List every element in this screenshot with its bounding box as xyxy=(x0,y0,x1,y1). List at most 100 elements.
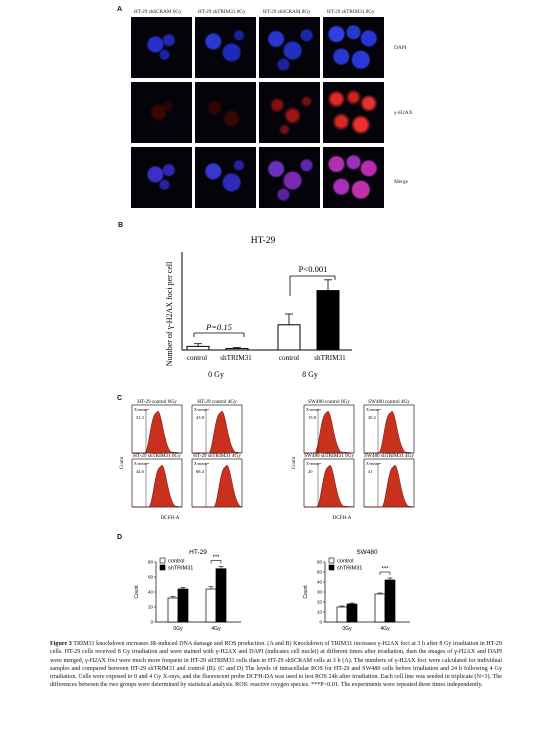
micrograph-merge xyxy=(323,147,384,208)
bar xyxy=(336,606,348,623)
gate-label: X-mean= xyxy=(366,461,382,466)
histogram-title: SW480 control 0Gy xyxy=(308,399,350,405)
micrograph-gh2ax xyxy=(195,82,256,143)
y-tick-label: 10 xyxy=(317,610,323,615)
gate-value: 41 xyxy=(368,469,373,474)
column-header: HT-29 shTRIM31 0Gy xyxy=(198,9,246,15)
legend-swatch xyxy=(328,557,335,564)
histogram-fill xyxy=(192,464,243,508)
bar xyxy=(384,579,396,623)
bar xyxy=(316,290,340,351)
gate-value: 30.2 xyxy=(368,415,376,420)
foci-bar-chart: HT-29 Number of γ-H2AX foci per cell P=0… xyxy=(165,236,352,379)
column-header: HT-29 shSCRAM 0Gy xyxy=(134,9,182,15)
chart-title: SW480 xyxy=(356,549,378,556)
legend-swatch xyxy=(328,564,335,571)
histogram-title: HT-29 control 4Gy xyxy=(197,399,237,405)
gate-value: 43.8 xyxy=(196,415,205,420)
bar xyxy=(374,593,386,623)
bar xyxy=(346,603,358,623)
panel-d-label: D xyxy=(117,534,123,541)
gate-label: X-mean= xyxy=(134,407,150,412)
histogram-fill xyxy=(304,464,355,508)
y-tick-label: 40 xyxy=(317,580,323,585)
histogram-fill xyxy=(132,464,183,508)
column-header: HT-29 shSCRAM 8Gy xyxy=(263,9,311,15)
micrograph-merge xyxy=(259,147,320,208)
legend-label: shTRIM31 xyxy=(168,566,193,572)
micrograph-merge xyxy=(195,147,256,208)
chart-ylabel: Count xyxy=(303,585,309,599)
legend-label: control xyxy=(337,559,354,565)
chart-title: HT-29 xyxy=(251,236,276,246)
y-tick-label: 20 xyxy=(317,600,323,605)
y-tick-label: 0 xyxy=(319,620,322,625)
legend-label: shTRIM31 xyxy=(337,566,362,572)
bar xyxy=(225,348,249,351)
histogram-fill xyxy=(364,464,415,508)
y-tick-label: 20 xyxy=(148,605,154,610)
gate-label: X-mean= xyxy=(366,407,382,412)
legend-label: control xyxy=(168,559,185,565)
group-label: 8 Gy xyxy=(302,370,318,379)
gate-value: 20 xyxy=(308,469,313,474)
x-tick-label: 0Gy xyxy=(173,626,183,632)
chart-ylabel: Number of γ-H2AX foci per cell xyxy=(165,261,174,366)
micrograph-dapi xyxy=(131,17,192,78)
micrograph-dapi xyxy=(323,17,384,78)
micrograph-gh2ax xyxy=(323,82,384,143)
bar xyxy=(205,588,217,623)
gate-label: X-mean= xyxy=(194,461,210,466)
y-tick-label: 80 xyxy=(148,560,154,565)
histogram-xlabel: DCFH-A xyxy=(161,516,180,521)
significance-stars: *** xyxy=(212,555,220,561)
legend-swatch xyxy=(159,564,166,571)
gate-label: X-mean= xyxy=(134,461,150,466)
histogram-fill xyxy=(304,410,355,454)
gate-label: X-mean= xyxy=(306,407,322,412)
y-tick-label: 50 xyxy=(317,570,323,575)
histogram-fill xyxy=(192,410,243,454)
y-tick-label: 0 xyxy=(150,620,153,625)
bar-label: control xyxy=(279,354,299,362)
column-header: HT-29 shTRIM31 8Gy xyxy=(327,9,375,15)
bar-label: shTRIM31 xyxy=(314,354,346,362)
row-label-dapi: DAPI xyxy=(394,45,407,51)
panel-c-label: C xyxy=(117,395,123,402)
y-tick-label: 60 xyxy=(148,575,154,580)
histogram-ylabel: Count xyxy=(120,456,125,469)
bar-label: shTRIM31 xyxy=(220,354,252,362)
y-tick-label: 40 xyxy=(148,590,154,595)
histogram-ylabel: Count xyxy=(292,456,297,469)
panel-b-label: B xyxy=(118,222,124,229)
x-tick-label: 0Gy xyxy=(342,626,352,632)
gate-label: X-mean= xyxy=(194,407,210,412)
histogram-fill xyxy=(364,410,415,454)
histogram-title: SW480 control 4Gy xyxy=(368,399,410,405)
histogram-title: HT-29 shTRIM31 4Gy xyxy=(193,453,241,459)
caption-body: (A and B) Knockdown of TRIM31 increases … xyxy=(50,641,502,689)
legend-swatch xyxy=(159,557,166,564)
histogram-xlabel: DCFH-A xyxy=(333,516,352,521)
histogram-fill xyxy=(132,410,183,454)
micrograph-dapi xyxy=(195,17,256,78)
y-tick-label: 60 xyxy=(317,560,323,565)
group-label: 0 Gy xyxy=(208,370,224,379)
micrograph-gh2ax xyxy=(259,82,320,143)
micrograph-dapi xyxy=(259,17,320,78)
histogram-title: SW480 shTRIM31 0Gy xyxy=(304,453,354,459)
y-tick-label: 30 xyxy=(317,590,323,595)
micrograph-gh2ax xyxy=(131,82,192,143)
row-label-gh2ax: γ-H2AX xyxy=(394,110,413,116)
gate-value: 15.8 xyxy=(308,415,317,420)
bar xyxy=(167,597,179,623)
histogram-title: HT-29 control 0Gy xyxy=(137,399,177,405)
panel-a-label: A xyxy=(117,6,123,13)
significance-stars: *** xyxy=(381,567,389,573)
bar xyxy=(186,345,210,351)
gate-label: X-mean= xyxy=(306,461,322,466)
histogram-title: HT-29 shTRIM31 0Gy xyxy=(133,453,181,459)
x-tick-label: 4Gy xyxy=(211,626,221,632)
chart-ylabel: Count xyxy=(134,585,140,599)
